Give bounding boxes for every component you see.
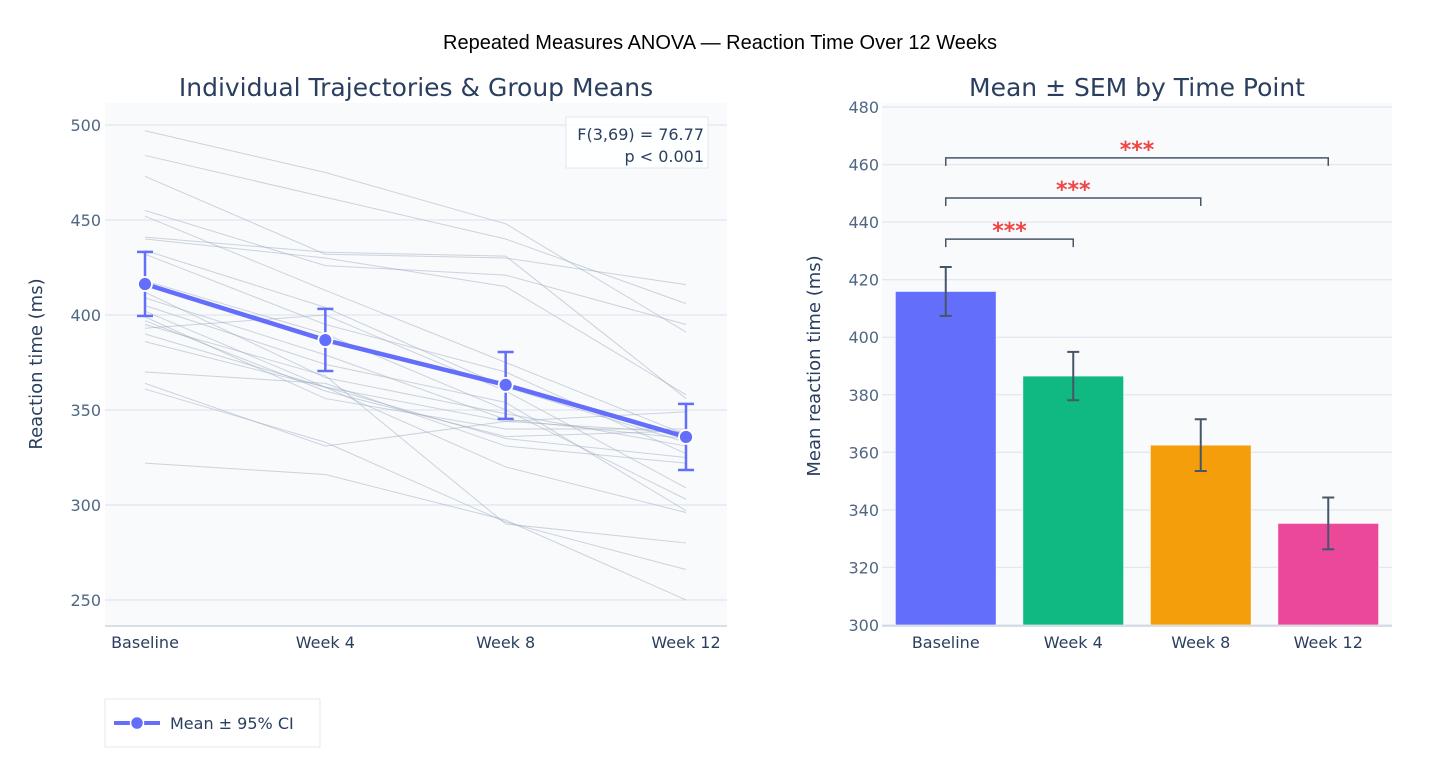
mean-point: [137, 276, 153, 292]
bar-week-4: [1022, 375, 1124, 626]
significance-bracket: [945, 157, 1329, 166]
individual-trajectories: [144, 130, 687, 601]
right-y-tick-label: 340: [848, 501, 879, 520]
left-y-tick-label: 500: [70, 116, 101, 135]
mean-point: [317, 332, 334, 348]
right-y-tick-label: 440: [848, 213, 879, 232]
left-y-tick-label: 450: [70, 211, 101, 230]
right-panel: Mean ± SEM by Time Point 300 320 340 360 380…: [804, 73, 1392, 652]
right-y-tick-label: 320: [848, 558, 879, 577]
left-x-tick-label: Week 12: [651, 633, 720, 652]
legend-dot-marker-icon: [129, 715, 145, 731]
subject-trajectory-line: [144, 388, 687, 571]
right-chart-title: Mean ± SEM by Time Point: [969, 73, 1305, 102]
right-y-tick-label: 300: [848, 616, 879, 635]
subject-trajectory-line: [144, 215, 687, 436]
left-y-tick-label: 250: [70, 591, 101, 610]
p-value: p < 0.001: [624, 147, 704, 166]
sem-error-bars: [939, 266, 1335, 551]
significance-bracket: [945, 197, 1202, 206]
subject-trajectory-line: [144, 314, 687, 489]
right-y-tick-label: 460: [848, 156, 879, 175]
subject-trajectory-line: [144, 154, 687, 305]
left-chart-title: Individual Trajectories & Group Means: [179, 73, 653, 102]
right-x-tick-label: Baseline: [912, 633, 980, 652]
f-statistic: F(3,69) = 76.77: [577, 125, 704, 144]
right-y-tick-label: 480: [848, 98, 879, 117]
mean-series: [137, 250, 694, 472]
subject-trajectory-line: [144, 280, 687, 500]
left-x-ticks: Baseline Week 4 Week 8 Week 12: [111, 633, 721, 652]
subject-trajectory-line: [144, 291, 687, 447]
subject-trajectory-line: [144, 236, 687, 399]
right-y-tick-label: 360: [848, 443, 879, 462]
left-y-tick-label: 400: [70, 306, 101, 325]
left-x-tick-label: Week 8: [476, 633, 535, 652]
subject-trajectory-line: [144, 210, 687, 325]
significance-brackets: *** *** ***: [945, 138, 1329, 248]
significance-bracket: [945, 238, 1074, 248]
subject-trajectory-line: [144, 462, 687, 601]
subject-trajectory-line: [144, 175, 687, 286]
subject-trajectory-line: [144, 238, 687, 396]
right-y-tick-label: 400: [848, 328, 879, 347]
left-panel: Individual Trajectories & Group Means 25…: [26, 73, 727, 652]
left-gridlines: [105, 124, 727, 601]
significance-stars: ***: [1056, 178, 1091, 203]
mean-point: [497, 376, 514, 393]
subject-trajectory-line: [144, 341, 687, 514]
right-y-tick-label: 420: [848, 271, 879, 290]
left-y-ticks: 250 300 350 400 450 500: [70, 116, 101, 610]
subject-trajectory-line: [144, 320, 687, 438]
right-x-ticks: Baseline Week 4 Week 8 Week 12: [912, 633, 1363, 652]
bar-week-8: [1150, 444, 1252, 626]
left-x-tick-label: Week 4: [296, 633, 355, 652]
mean-point: [678, 429, 694, 445]
right-x-tick-label: Week 12: [1294, 633, 1363, 652]
subject-trajectory-line: [144, 130, 687, 333]
subject-trajectory-line: [144, 324, 687, 544]
right-x-tick-label: Week 8: [1171, 633, 1230, 652]
left-y-tick-label: 300: [70, 496, 101, 515]
significance-stars: ***: [1120, 138, 1155, 163]
figure-title: Repeated Measures ANOVA — Reaction Time …: [443, 32, 997, 54]
legend-item-mean[interactable]: Mean ± 95% CI: [114, 714, 294, 733]
bars: [895, 291, 1379, 626]
left-x-tick-label: Baseline: [111, 633, 179, 652]
legend-label: Mean ± 95% CI: [170, 714, 294, 733]
right-y-axis-title: Mean reaction time (ms): [804, 255, 825, 476]
subject-trajectory-line: [144, 310, 687, 434]
right-x-tick-label: Week 4: [1044, 633, 1103, 652]
mean-line: [144, 281, 687, 440]
right-y-tick-label: 380: [848, 386, 879, 405]
significance-stars: ***: [992, 219, 1027, 244]
subject-trajectory-line: [144, 333, 687, 458]
left-y-axis-title: Reaction time (ms): [26, 278, 47, 449]
subject-trajectory-line: [144, 297, 687, 439]
left-y-tick-label: 350: [70, 401, 101, 420]
subject-trajectory-line: [144, 249, 687, 443]
legend[interactable]: Mean ± 95% CI: [104, 698, 321, 748]
subject-trajectory-line: [144, 371, 687, 464]
subject-trajectory-line: [144, 316, 686, 430]
subject-trajectory-line: [144, 382, 687, 447]
subject-trajectory-line: [144, 305, 687, 512]
anova-annotation: F(3,69) = 76.77 p < 0.001: [565, 116, 709, 169]
bar-baseline: [895, 291, 997, 626]
annotation-box: [565, 116, 709, 169]
right-y-ticks: 300 320 340 360 380 400 420 440 460 480: [848, 98, 879, 635]
